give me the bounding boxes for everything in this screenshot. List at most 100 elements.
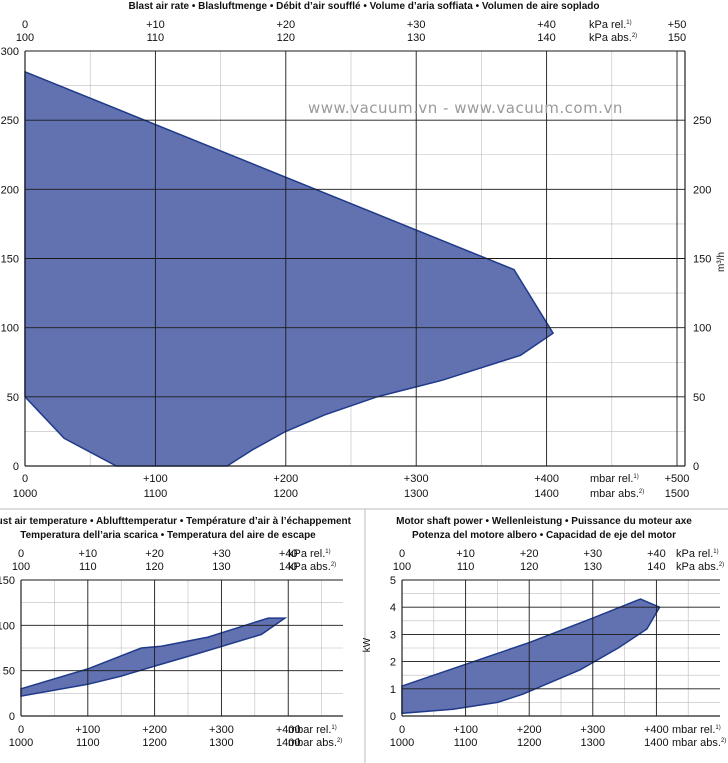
top-tick-rel-label: +40 bbox=[537, 19, 556, 31]
top-tick-abs-label: 130 bbox=[212, 561, 230, 573]
top-tick-abs-label: 120 bbox=[145, 561, 163, 573]
y-tick-label: 3 bbox=[390, 629, 396, 641]
bottom-tick-abs-label: 1000 bbox=[13, 488, 37, 500]
top-tick-abs-label: 110 bbox=[147, 32, 165, 44]
y-tick-label: 100 bbox=[0, 620, 15, 632]
chart3-major-grid bbox=[401, 579, 720, 717]
chart3-title-line1: Motor shaft power • Wellenleistung • Pui… bbox=[396, 516, 692, 527]
top-tick-abs-label: 150 bbox=[668, 32, 686, 44]
top-tick-abs-label: 110 bbox=[79, 561, 97, 573]
watermark: www.vacuum.vn - www.vacuum.com.vn bbox=[308, 99, 623, 117]
top-tick-rel-label: +40 bbox=[279, 548, 298, 560]
bottom-tick-rel-label: +300 bbox=[580, 724, 605, 736]
chart3-ylabel: kW bbox=[362, 637, 373, 652]
top-tick-abs-label: 130 bbox=[407, 32, 425, 44]
top-tick-rel-label: +50 bbox=[668, 19, 687, 31]
bottom-tick-rel-label: 0 bbox=[22, 473, 28, 485]
bottom-tick-abs-label: 1400 bbox=[534, 488, 558, 500]
chart1-y-axis-right: 0 50 100 150 200 250 bbox=[693, 115, 711, 473]
y-tick-label: 0 bbox=[9, 711, 15, 723]
top-tick-rel-label: +30 bbox=[583, 548, 602, 560]
bottom-unit-rel: mbar rel.1) bbox=[288, 724, 337, 736]
chart3-bottom-axis: 0 +100 +200 +300 +400 1000 1100 1200 1300 1400 mba… bbox=[390, 724, 727, 749]
chart2-title-line1: haust air temperature • Ablufttemperatur… bbox=[0, 516, 352, 527]
bottom-tick-rel-label: +100 bbox=[143, 473, 168, 485]
y-tick-label: 0 bbox=[390, 711, 396, 723]
bottom-tick-rel-label: +500 bbox=[665, 473, 690, 485]
bottom-tick-rel-label: +200 bbox=[517, 724, 542, 736]
top-tick-abs-label: 100 bbox=[393, 561, 411, 573]
chart1-y-axis-left: 0 50 100 150 200 250 300 bbox=[1, 46, 19, 473]
y-tick-label: 150 bbox=[1, 254, 19, 266]
y-tick-label: 300 bbox=[1, 46, 19, 58]
bottom-tick-rel-label: +200 bbox=[273, 473, 298, 485]
bottom-unit-abs: mbar abs.2) bbox=[590, 488, 644, 500]
chart3-title-line2: Potenza del motore albero • Capacidad de… bbox=[412, 530, 676, 541]
top-tick-rel-label: +10 bbox=[146, 19, 165, 31]
y-tick-label: 1 bbox=[390, 684, 396, 696]
bottom-tick-rel-label: +300 bbox=[209, 724, 234, 736]
top-tick-abs-label: 100 bbox=[16, 32, 34, 44]
chart3-y-axis: 0 1 2 3 4 5 bbox=[390, 575, 396, 723]
bottom-unit-abs: mbar abs.2) bbox=[672, 737, 726, 749]
top-tick-rel-label: 0 bbox=[18, 548, 24, 560]
y-right-tick-label: 100 bbox=[693, 323, 711, 335]
chart2-area bbox=[20, 617, 288, 697]
chart2-bottom-axis: 0 +100 +200 +300 +400 1000 1100 1200 1300 1400mba… bbox=[9, 724, 343, 749]
bottom-tick-abs-label: 1100 bbox=[454, 737, 478, 749]
chart1-title: Blast air rate • Blasluftmenge • Débit d… bbox=[129, 1, 600, 12]
top-tick-abs-label: 100 bbox=[12, 561, 30, 573]
bottom-tick-abs-label: 1300 bbox=[404, 488, 428, 500]
y-tick-label: 200 bbox=[1, 184, 19, 196]
bottom-tick-abs-label: 1200 bbox=[517, 737, 541, 749]
chart1-major-grid bbox=[24, 50, 686, 467]
top-tick-abs-label: 140 bbox=[537, 32, 555, 44]
y-tick-label: 100 bbox=[1, 323, 19, 335]
blast-air-rate-chart: Blast air rate • Blasluftmenge • Débit d… bbox=[1, 1, 727, 500]
exhaust-air-temperature-chart: haust air temperature • Ablufttemperatur… bbox=[0, 516, 352, 749]
chart2-y-axis: 0 50 100 150 bbox=[0, 575, 15, 723]
bottom-tick-rel-label: +100 bbox=[75, 724, 100, 736]
y-right-tick-label: 200 bbox=[693, 184, 711, 196]
bottom-tick-abs-label: 1400 bbox=[276, 737, 300, 749]
bottom-tick-rel-label: +400 bbox=[534, 473, 559, 485]
bottom-tick-abs-label: 1100 bbox=[144, 488, 168, 500]
chart2-title-line2: Temperatura dell’aria scarica • Temperat… bbox=[20, 530, 316, 541]
bottom-tick-rel-label: 0 bbox=[18, 724, 24, 736]
top-unit-abs: kPa abs.2) bbox=[288, 561, 336, 573]
bottom-tick-rel-label: +400 bbox=[276, 724, 301, 736]
bottom-tick-abs-label: 1200 bbox=[274, 488, 298, 500]
bottom-tick-abs-label: 1100 bbox=[76, 737, 100, 749]
bottom-tick-rel-label: +400 bbox=[644, 724, 669, 736]
top-tick-rel-label: +30 bbox=[407, 19, 426, 31]
top-unit-rel: kPa rel.1) bbox=[589, 19, 632, 31]
y-tick-label: 0 bbox=[13, 461, 19, 473]
bottom-tick-rel-label: +300 bbox=[404, 473, 429, 485]
top-unit-rel: kPa rel.1) bbox=[288, 548, 331, 560]
y-tick-label: 250 bbox=[1, 115, 19, 127]
top-tick-abs-label: 110 bbox=[457, 561, 475, 573]
bottom-tick-abs-label: 1300 bbox=[209, 737, 233, 749]
y-tick-label: 50 bbox=[7, 392, 19, 404]
top-tick-rel-label: 0 bbox=[399, 548, 405, 560]
bottom-tick-abs-label: 1500 bbox=[665, 488, 689, 500]
chart1-top-axis: 0 +10 +20 +30 +40 +50 100 110 120 130 140 150 kPa re… bbox=[16, 19, 687, 44]
y-right-tick-label: 0 bbox=[693, 461, 699, 473]
bottom-unit-abs: mbar abs.2) bbox=[288, 737, 342, 749]
top-tick-rel-label: +40 bbox=[647, 548, 666, 560]
top-tick-rel-label: +30 bbox=[212, 548, 231, 560]
chart1-ylabel: m³/h bbox=[716, 252, 727, 272]
y-tick-label: 4 bbox=[390, 602, 396, 614]
bottom-tick-abs-label: 1200 bbox=[142, 737, 166, 749]
y-right-tick-label: 150 bbox=[693, 254, 711, 266]
bottom-tick-abs-label: 1400 bbox=[644, 737, 668, 749]
top-tick-abs-label: 140 bbox=[279, 561, 297, 573]
bottom-tick-rel-label: +200 bbox=[142, 724, 167, 736]
bottom-tick-rel-label: 0 bbox=[399, 724, 405, 736]
bottom-unit-rel: mbar rel.1) bbox=[672, 724, 721, 736]
top-tick-rel-label: +10 bbox=[456, 548, 475, 560]
y-right-tick-label: 250 bbox=[693, 115, 711, 127]
bottom-tick-abs-label: 1300 bbox=[581, 737, 605, 749]
